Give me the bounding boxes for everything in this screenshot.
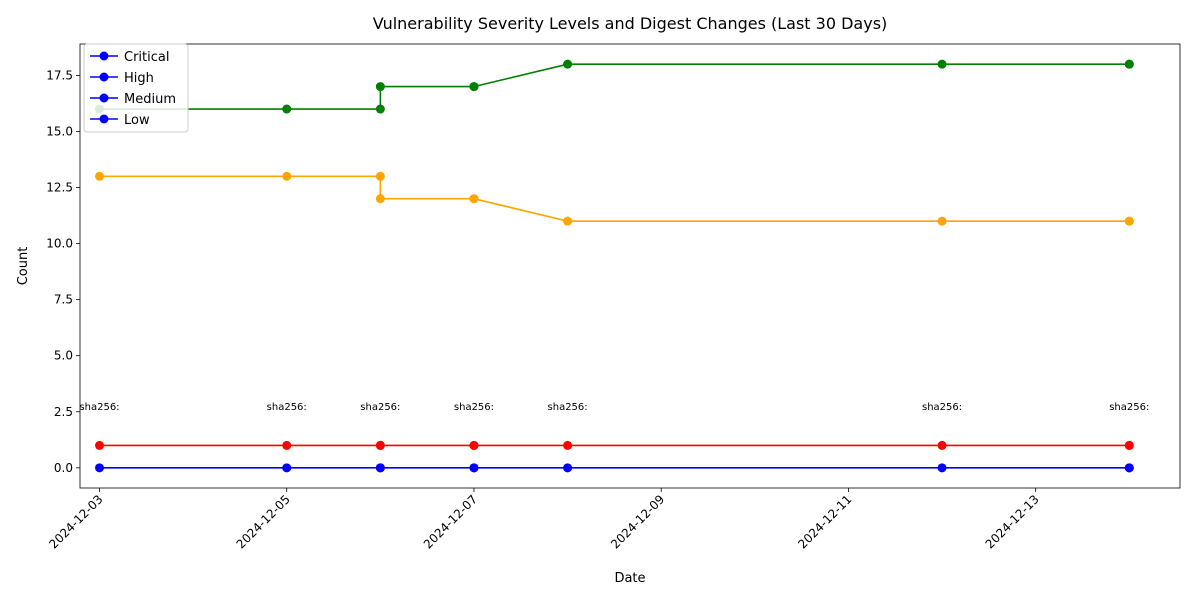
y-axis-label: Count — [16, 247, 31, 286]
data-point-medium — [375, 194, 385, 204]
data-point-medium — [375, 171, 385, 181]
y-tick-label: 15.0 — [46, 124, 73, 138]
chart-title: Vulnerability Severity Levels and Digest… — [373, 14, 888, 33]
data-point-low — [375, 104, 385, 114]
data-point-medium — [95, 171, 105, 181]
data-point-medium — [282, 171, 292, 181]
data-point-critical — [95, 463, 105, 473]
data-point-medium — [563, 216, 573, 226]
data-point-critical — [282, 463, 292, 473]
data-point-low — [282, 104, 292, 114]
y-tick-label: 0.0 — [54, 461, 73, 475]
data-point-low — [563, 59, 573, 69]
digest-annotation: sha256: — [548, 402, 588, 413]
digest-annotation: sha256: — [454, 402, 494, 413]
legend-marker — [99, 72, 109, 82]
data-point-high — [563, 440, 573, 450]
series-line-low — [99, 63, 1130, 110]
y-tick-label: 17.5 — [46, 68, 73, 82]
data-point-medium — [469, 194, 479, 204]
data-point-high — [1124, 440, 1134, 450]
data-point-low — [1124, 59, 1134, 69]
legend-label-critical: Critical — [124, 50, 169, 65]
data-point-high — [375, 440, 385, 450]
data-point-low — [375, 82, 385, 92]
y-tick-label: 2.5 — [54, 405, 73, 419]
y-tick-label: 7.5 — [54, 293, 73, 307]
data-point-medium — [1124, 216, 1134, 226]
y-tick-label: 5.0 — [54, 349, 73, 363]
data-point-low — [469, 82, 479, 92]
digest-annotation: sha256: — [922, 402, 962, 413]
series-line-medium — [99, 175, 1130, 222]
data-point-high — [937, 440, 947, 450]
data-point-critical — [563, 463, 573, 473]
axes-frame — [79, 43, 1181, 489]
digest-annotation: sha256: — [1109, 402, 1149, 413]
y-tick-label: 12.5 — [46, 181, 73, 195]
data-point-critical — [1124, 463, 1134, 473]
legend: Critical High Medium Low — [83, 43, 189, 133]
legend-label-high: High — [124, 71, 154, 86]
data-point-critical — [937, 463, 947, 473]
data-point-high — [282, 440, 292, 450]
data-point-high — [469, 440, 479, 450]
y-tick-label: 10.0 — [46, 237, 73, 251]
legend-marker — [99, 51, 109, 61]
legend-label-medium: Medium — [124, 92, 176, 107]
x-axis-label: Date — [614, 571, 645, 586]
data-point-high — [95, 440, 105, 450]
legend-label-low: Low — [124, 113, 150, 128]
legend-marker — [99, 93, 109, 103]
data-point-critical — [375, 463, 385, 473]
digest-annotation: sha256: — [79, 402, 119, 413]
digest-annotation: sha256: — [267, 402, 307, 413]
digest-annotation: sha256: — [360, 402, 400, 413]
data-point-medium — [937, 216, 947, 226]
data-point-critical — [469, 463, 479, 473]
legend-marker — [99, 114, 109, 124]
legend-box — [83, 43, 189, 133]
data-point-low — [937, 59, 947, 69]
